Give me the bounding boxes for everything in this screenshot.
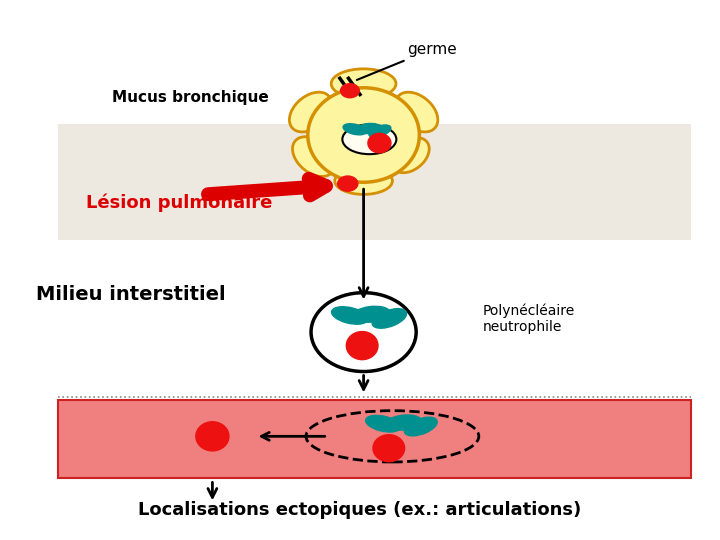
- Text: Polynécléaire
neutrophile: Polynécléaire neutrophile: [482, 303, 575, 334]
- Ellipse shape: [332, 307, 368, 324]
- Ellipse shape: [366, 415, 400, 432]
- Ellipse shape: [405, 417, 437, 436]
- Ellipse shape: [395, 92, 438, 132]
- Ellipse shape: [331, 69, 396, 98]
- Ellipse shape: [385, 415, 421, 430]
- FancyBboxPatch shape: [58, 400, 691, 478]
- Circle shape: [311, 293, 416, 372]
- Ellipse shape: [335, 167, 392, 194]
- Text: Localisations ectopiques (ex.: articulations): Localisations ectopiques (ex.: articulat…: [138, 501, 582, 519]
- Ellipse shape: [307, 87, 419, 183]
- Ellipse shape: [373, 435, 405, 462]
- Text: Milieu interstitiel: Milieu interstitiel: [36, 285, 225, 304]
- Circle shape: [338, 176, 358, 191]
- Ellipse shape: [346, 332, 378, 360]
- Text: Mucus bronchique: Mucus bronchique: [112, 90, 269, 105]
- Ellipse shape: [369, 125, 391, 137]
- Text: germe: germe: [357, 42, 456, 80]
- FancyBboxPatch shape: [58, 124, 691, 240]
- Ellipse shape: [352, 306, 390, 322]
- Ellipse shape: [343, 124, 396, 154]
- Ellipse shape: [392, 138, 429, 173]
- Ellipse shape: [343, 124, 366, 135]
- Ellipse shape: [196, 422, 229, 451]
- Ellipse shape: [289, 92, 332, 132]
- Ellipse shape: [292, 137, 335, 177]
- Ellipse shape: [368, 133, 391, 153]
- Circle shape: [341, 84, 359, 98]
- Text: Lésion pulmonaire: Lésion pulmonaire: [86, 193, 273, 212]
- Ellipse shape: [372, 309, 407, 328]
- Ellipse shape: [356, 124, 380, 133]
